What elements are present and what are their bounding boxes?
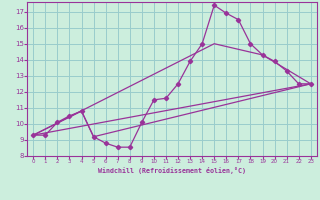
X-axis label: Windchill (Refroidissement éolien,°C): Windchill (Refroidissement éolien,°C) xyxy=(98,167,246,174)
